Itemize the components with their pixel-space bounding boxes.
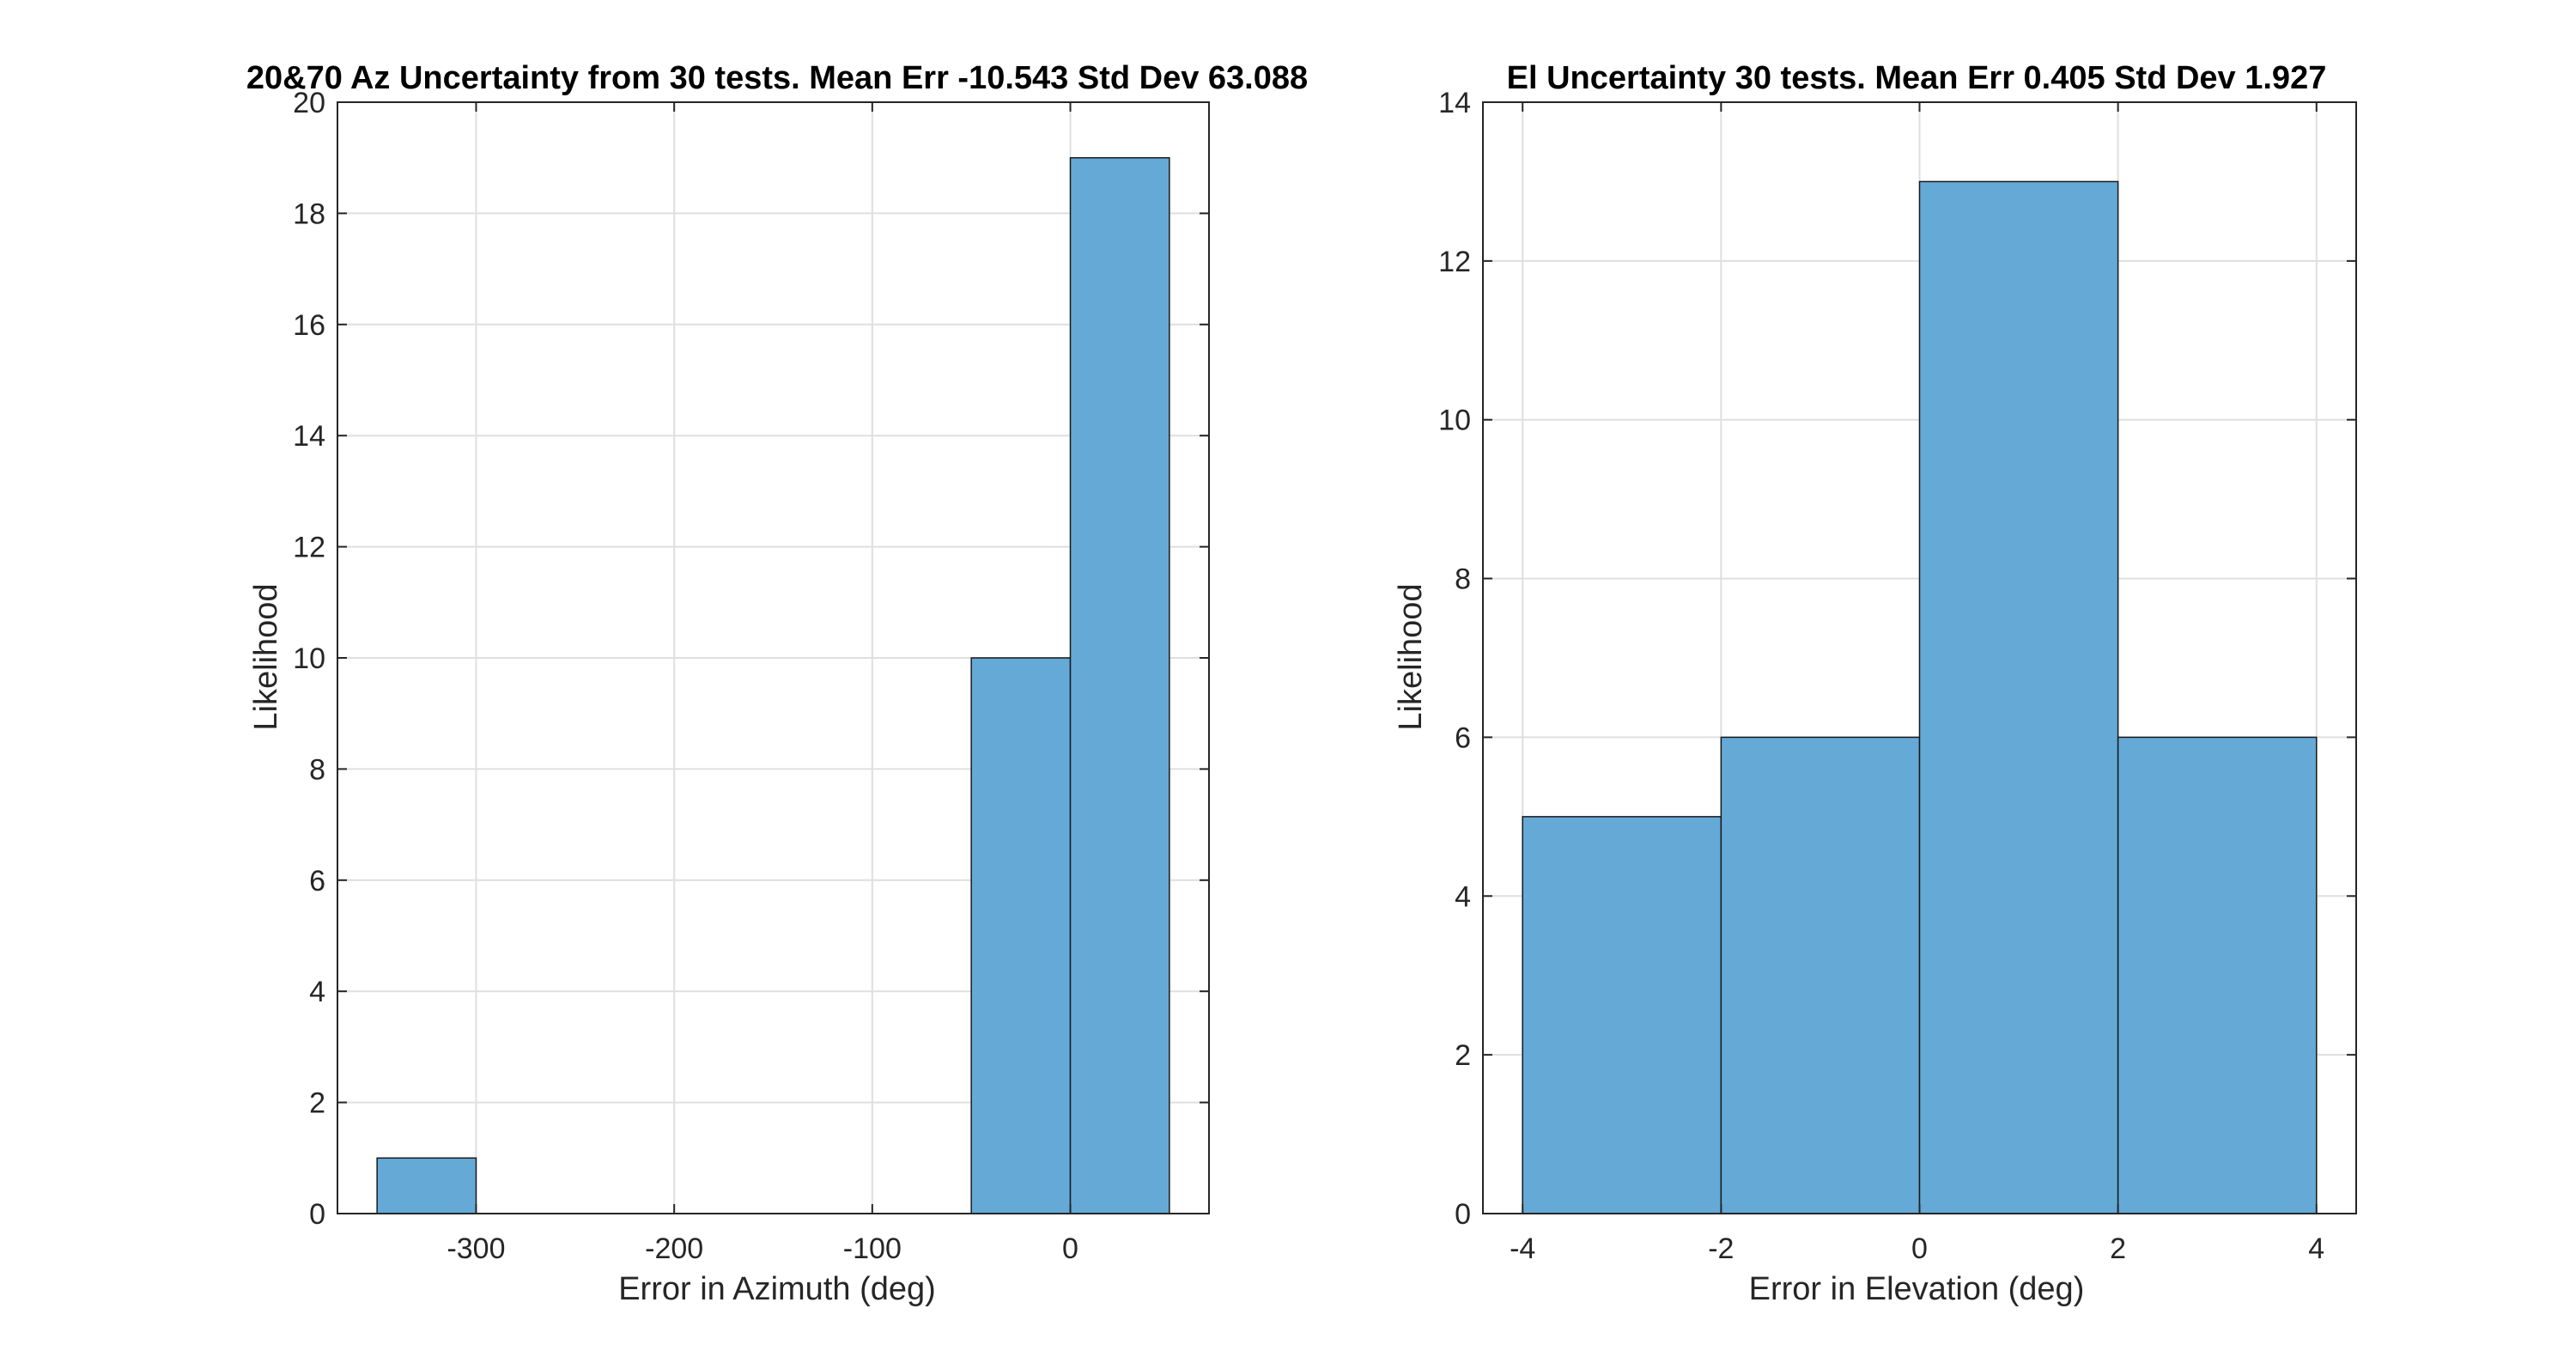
y-tick-label: 20	[293, 87, 325, 119]
y-tick-label: 0	[1455, 1198, 1471, 1231]
histogram-bar	[970, 657, 1072, 1214]
x-tick-label: -4	[1510, 1232, 1535, 1265]
y-tick-label: 6	[1455, 721, 1471, 754]
chart-title: 20&70 Az Uncertainty from 30 tests. Mean…	[246, 60, 1308, 96]
x-tick-label: -200	[645, 1232, 703, 1265]
azimuth-histogram: 20&70 Az Uncertainty from 30 tests. Mean…	[246, 60, 1308, 1307]
y-tick-label: 12	[1438, 246, 1471, 278]
histogram-bar	[1918, 180, 2119, 1214]
bars	[1522, 180, 2318, 1214]
y-axis-label: Likelihood	[248, 583, 284, 730]
y-axis-label: Likelihood	[1393, 583, 1429, 730]
y-tick-label: 18	[293, 198, 325, 230]
y-tick-label: 8	[309, 753, 325, 786]
x-tick-label: -100	[843, 1232, 902, 1265]
bars	[376, 156, 1170, 1214]
x-tick-label: -2	[1708, 1232, 1734, 1265]
y-tick-label: 6	[309, 865, 325, 898]
x-tick-label: 4	[2308, 1232, 2324, 1265]
y-tick-label: 8	[1455, 563, 1471, 596]
x-tick-label: 2	[2110, 1232, 2126, 1265]
histogram-bar	[1522, 816, 1722, 1214]
y-tick-label: 4	[309, 976, 325, 1008]
histogram-bar	[2117, 736, 2318, 1214]
chart-title: El Uncertainty 30 tests. Mean Err 0.405 …	[1507, 60, 2327, 96]
ticks: -300 -200 -100 0 0 2 4 6 8 10 12 14 16 18 20	[293, 87, 1209, 1265]
y-tick-label: 10	[1438, 405, 1471, 437]
y-tick-label: 2	[1455, 1039, 1471, 1072]
y-tick-label: 14	[1438, 87, 1471, 119]
y-tick-label: 12	[293, 532, 325, 564]
y-tick-label: 10	[293, 642, 325, 675]
x-tick-label: -300	[447, 1232, 505, 1265]
x-tick-label: 0	[1062, 1232, 1078, 1265]
x-tick-label: 0	[1911, 1232, 1928, 1265]
histogram-bar	[1069, 156, 1170, 1214]
ticks: -4 -2 0 2 4 0 2 4 6 8 10 12 14	[1438, 87, 2356, 1265]
y-tick-label: 2	[309, 1087, 325, 1120]
y-tick-label: 14	[293, 420, 325, 453]
elevation-histogram: El Uncertainty 30 tests. Mean Err 0.405 …	[1393, 60, 2357, 1307]
y-tick-label: 16	[293, 309, 325, 342]
histogram-bar	[1720, 736, 1921, 1214]
x-axis-label: Error in Azimuth (deg)	[618, 1271, 936, 1307]
histogram-bar	[376, 1157, 477, 1214]
x-axis-label: Error in Elevation (deg)	[1749, 1271, 2085, 1307]
y-tick-label: 4	[1455, 880, 1471, 913]
y-tick-label: 0	[309, 1198, 325, 1231]
